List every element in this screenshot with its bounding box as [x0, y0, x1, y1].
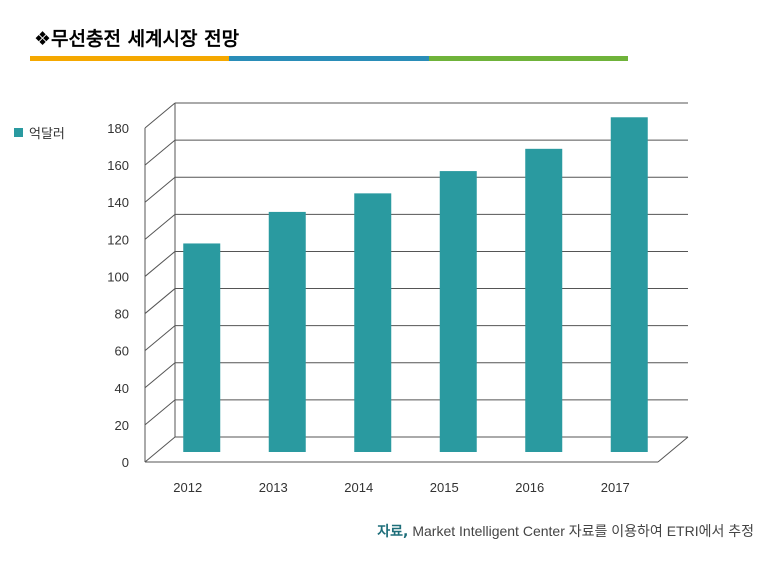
title-underline-green — [428, 56, 628, 61]
floor-right-edge — [657, 436, 689, 463]
bar — [268, 211, 306, 452]
y-tick-label: 140 — [107, 195, 129, 210]
x-tick-label: 2012 — [173, 480, 202, 495]
grid-layer — [144, 102, 689, 463]
y-tick-label: 160 — [107, 158, 129, 173]
bar-layer — [183, 117, 648, 453]
title-underline — [30, 56, 628, 61]
x-tick-label: 2013 — [259, 480, 288, 495]
x-tick-label: 2015 — [430, 480, 459, 495]
gridline-slant — [144, 139, 176, 166]
x-tick-label: 2017 — [601, 480, 630, 495]
y-tick-label: 100 — [107, 269, 129, 284]
bar — [525, 148, 563, 453]
y-tick-label: 80 — [115, 307, 129, 322]
source-note: 자료, Market Intelligent Center 자료를 이용하여 ET… — [377, 521, 754, 541]
page-title: ❖무선충전 세계시장 전망 — [34, 28, 240, 50]
y-tick-label: 180 — [107, 121, 129, 136]
y-tick-label: 20 — [115, 418, 129, 433]
y-tick-label: 60 — [115, 344, 129, 359]
bar — [354, 193, 392, 452]
gridline-slant — [144, 213, 176, 240]
bar — [610, 117, 648, 453]
gridline-slant — [144, 251, 176, 277]
x-tick-label: 2014 — [344, 480, 373, 495]
legend-swatch — [14, 128, 23, 137]
y-tick-label: 120 — [107, 232, 129, 247]
x-tick-label: 2016 — [515, 480, 544, 495]
source-text: Market Intelligent Center 자료를 이용하여 ETRI에… — [412, 523, 754, 539]
bar — [439, 171, 477, 453]
y-axis-ticks: 0 20 40 60 80 100 120 140 160 180 — [107, 121, 129, 470]
gridline-slant — [144, 176, 176, 203]
gridline-slant — [144, 325, 176, 352]
title-underline-blue — [229, 56, 429, 61]
legend-label: 억달러 — [29, 127, 65, 142]
gridline-slant — [144, 102, 176, 129]
x-axis-ticks: 2012 2013 2014 2015 2016 2017 — [173, 480, 629, 495]
gridline-slant — [144, 362, 176, 389]
title-underline-orange — [30, 56, 230, 61]
y-tick-label: 40 — [115, 381, 129, 396]
gridline-slant — [144, 288, 176, 314]
source-prefix: 자료, — [377, 524, 409, 540]
bar — [183, 243, 221, 452]
legend: 억달러 — [14, 123, 65, 142]
gridline-slant — [144, 436, 176, 463]
gridline-slant — [144, 399, 176, 426]
y-tick-label: 0 — [122, 455, 129, 470]
